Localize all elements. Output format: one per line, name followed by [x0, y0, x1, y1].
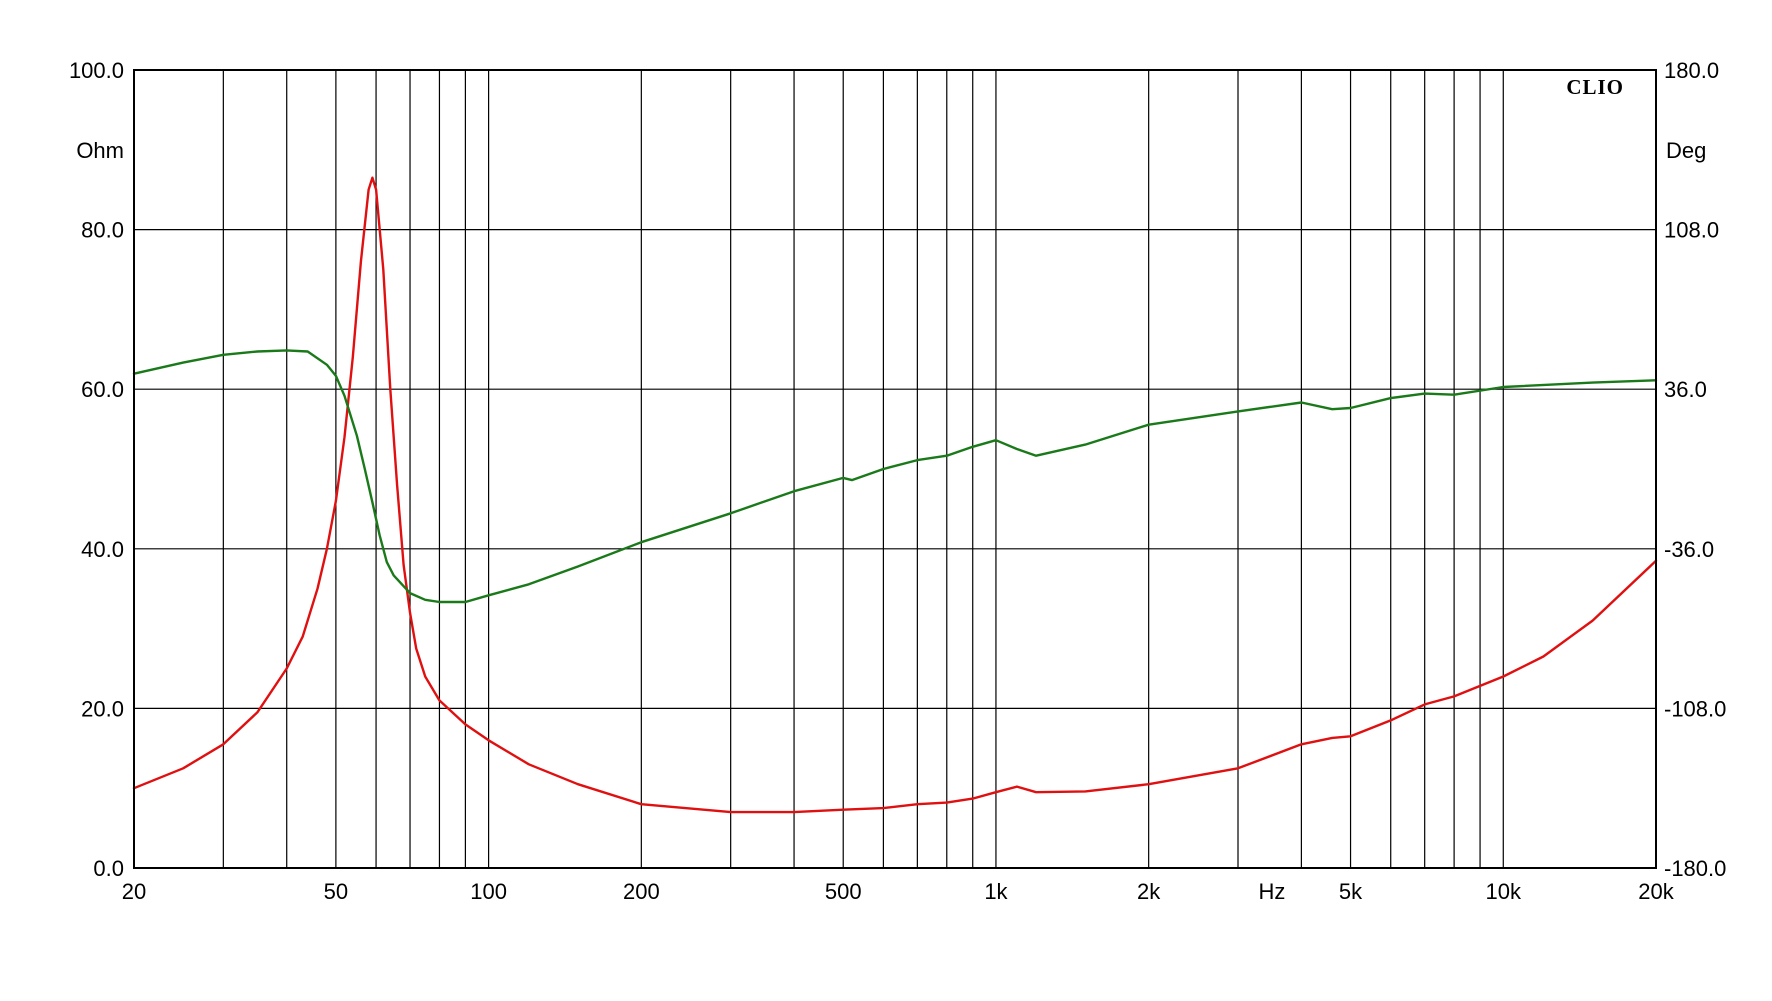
y-left-tick-label: 80.0	[81, 218, 124, 243]
plot-frame	[133, 69, 1657, 869]
x-tick-label: 200	[623, 879, 660, 904]
x-tick-label: 20	[122, 879, 146, 904]
y-right-tick-label: -36.0	[1664, 537, 1714, 562]
y-left-unit-label: Ohm	[76, 138, 124, 163]
x-tick-label: 1k	[984, 879, 1008, 904]
y-left-tick-label: 0.0	[93, 856, 124, 881]
brand-label: CLIO	[1566, 75, 1624, 99]
axis-labels: 20 50 100 200 500 1k 2k 5k 10k 20k Hz 0.0 20.0 40.0 60…	[69, 58, 1726, 904]
y-left-tick-label: 40.0	[81, 537, 124, 562]
y-right-tick-label: 36.0	[1664, 377, 1707, 402]
x-tick-label: 500	[825, 879, 862, 904]
x-tick-label: 50	[324, 879, 348, 904]
x-tick-label: 100	[470, 879, 507, 904]
impedance-curve	[132, 176, 1658, 814]
y-right-tick-label: 108.0	[1664, 218, 1719, 243]
x-tick-label: 2k	[1137, 879, 1161, 904]
phase-curve	[132, 349, 1658, 604]
curves	[132, 176, 1658, 814]
x-tick-label: 10k	[1486, 879, 1522, 904]
x-tick-label: 5k	[1339, 879, 1363, 904]
x-tick-label: 20k	[1638, 879, 1674, 904]
y-right-tick-label: 180.0	[1664, 58, 1719, 83]
y-left-tick-label: 100.0	[69, 58, 124, 83]
y-right-unit-label: Deg	[1666, 138, 1706, 163]
x-unit-label: Hz	[1259, 879, 1286, 904]
y-right-tick-label: -108.0	[1664, 696, 1726, 721]
y-left-tick-label: 20.0	[81, 696, 124, 721]
y-left-tick-label: 60.0	[81, 377, 124, 402]
y-right-tick-label: -180.0	[1664, 856, 1726, 881]
